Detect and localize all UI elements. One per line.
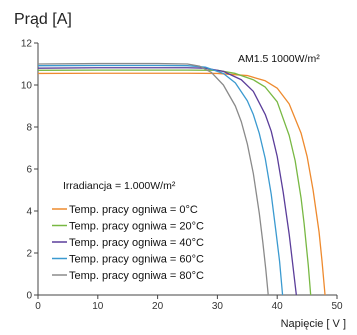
x-tick-label: 50	[331, 301, 343, 312]
series-line	[37, 72, 326, 296]
y-tick-label: 10	[21, 81, 33, 92]
series-lines	[37, 62, 326, 296]
legend-label: Temp. pracy ogniwa = 80°C	[69, 270, 204, 282]
series-line	[37, 64, 284, 296]
axes: 0 2 4 6 8 10 12 0 10 20 30 40 50	[21, 39, 343, 313]
x-tick-label: 0	[35, 301, 41, 312]
legend: Temp. pracy ogniwa = 0°C Temp. pracy ogni…	[52, 204, 204, 282]
legend-label: Temp. pracy ogniwa = 60°C	[69, 254, 204, 266]
y-tick-label: 6	[26, 165, 32, 176]
legend-label: Temp. pracy ogniwa = 40°C	[69, 237, 204, 249]
y-tick-label: 4	[26, 207, 32, 218]
series-line	[37, 62, 269, 296]
y-tick-label: 0	[26, 291, 32, 302]
irradiance-annotation: Irradiancja = 1.000W/m²	[63, 180, 176, 192]
series-line	[37, 69, 312, 296]
x-tick-label: 40	[272, 301, 284, 312]
x-tick-label: 20	[152, 301, 164, 312]
y-tick-label: 12	[21, 39, 33, 50]
x-tick-label: 30	[212, 301, 224, 312]
legend-label: Temp. pracy ogniwa = 0°C	[69, 204, 198, 216]
y-tick-label: 8	[26, 123, 32, 134]
legend-label: Temp. pracy ogniwa = 20°C	[69, 221, 204, 233]
y-axis-title: Prąd [A]	[14, 11, 72, 28]
x-tick-label: 10	[92, 301, 104, 312]
condition-annotation: AM1.5 1000W/m²	[238, 53, 320, 65]
series-line	[37, 67, 297, 296]
y-tick-label: 2	[26, 249, 32, 260]
x-axis-title: Napięcie [ V ]	[281, 318, 346, 330]
